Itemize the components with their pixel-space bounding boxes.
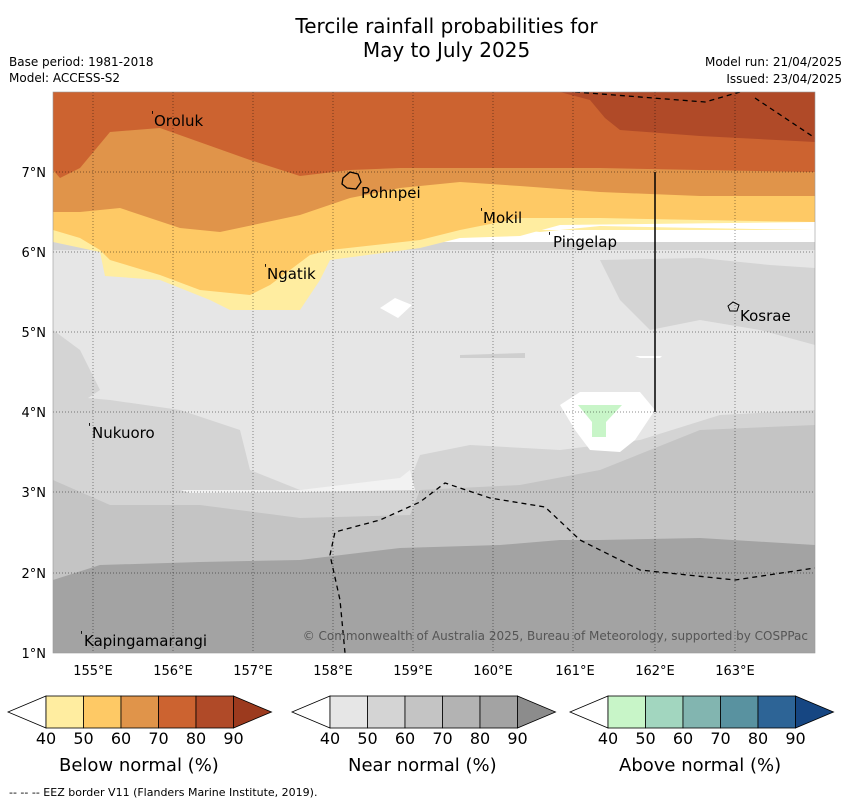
colorbar-below-high-arrow [233, 695, 273, 729]
lon-tick-161: 161°E [555, 664, 595, 679]
colorbar-above-tick-label: 70 [710, 729, 730, 748]
graticule [53, 92, 815, 653]
place-label-ngatik: Ngatik [267, 265, 316, 283]
eez-border [329, 92, 815, 653]
pohnpei-island-outline [341, 171, 362, 190]
lon-tick-155: 155°E [73, 664, 113, 679]
colorbar-title-near: Near normal (%) [348, 755, 497, 776]
colorbar-above-tick-label: 40 [598, 729, 618, 748]
title-line-1: Tercile rainfall probabilities for [295, 14, 598, 38]
place-label-kosrae: Kosrae [740, 307, 791, 325]
low-confidence-area [180, 470, 415, 493]
colorbar-near-tick-label: 60 [395, 729, 415, 748]
colorbar-below-tick-label: 50 [73, 729, 93, 748]
colorbar-near-tick-label: 50 [357, 729, 377, 748]
colorbar-above-low-arrow [568, 695, 609, 729]
colorbar-below-swatch [158, 695, 197, 729]
colorbar-near-swatch [367, 695, 406, 729]
place-label-pohnpei: Pohnpei [361, 184, 421, 202]
colorbar-near-tick-label: 70 [432, 729, 452, 748]
lon-tick-156: 156°E [153, 664, 193, 679]
lat-tick-1: 1°N [22, 647, 47, 662]
place-mark-kapingamarangi: ' [80, 629, 83, 642]
place-label-oroluk: Oroluk [154, 112, 203, 130]
colorbar-above-high-arrow [795, 695, 835, 729]
colorbar-above-swatch [607, 695, 646, 729]
model-run: Model run: 21/04/2025 [704, 55, 842, 69]
lat-tick-6: 6°N [22, 246, 47, 261]
place-mark-pingelap: ' [548, 230, 551, 243]
title-line-2: May to July 2025 [362, 38, 531, 62]
colorbar-above-swatch [720, 695, 759, 729]
colorbar-near-swatch [329, 695, 368, 729]
place-label-kapingamarangi: Kapingamarangi [84, 632, 207, 650]
near-normal-patch-east [600, 258, 815, 345]
colorbar-title-below: Below normal (%) [59, 755, 219, 776]
above-normal-40-50-region [578, 405, 622, 437]
equal-chances-patch [380, 298, 412, 318]
colorbar-near-tick-label: 80 [470, 729, 490, 748]
colorbar-near-low-arrow [290, 695, 331, 729]
colorbar-below-tick-label: 90 [223, 729, 243, 748]
lon-tick-158: 158°E [313, 664, 353, 679]
below-normal-80-90-region [560, 92, 815, 142]
colorbar-below-swatch [45, 695, 84, 729]
colorbar-above-swatch [682, 695, 721, 729]
map-frame [52, 91, 816, 654]
lon-tick-160: 160°E [473, 664, 513, 679]
colorbar-near-tick-label: 90 [507, 729, 527, 748]
colorbar-group: 40 50 60 70 80 90 40 50 60 70 80 90 40 50 60 70 80 90 [6, 695, 835, 748]
colorbar-above-swatch [645, 695, 684, 729]
lat-tick-3: 3°N [22, 486, 47, 501]
issued-date: Issued: 23/04/2025 [726, 72, 842, 86]
place-mark-ngatik: ' [264, 262, 267, 275]
lon-tick-159: 159°E [393, 664, 433, 679]
colorbar-above-tick-label: 80 [748, 729, 768, 748]
colorbar-near-swatch [479, 695, 518, 729]
lat-tick-2: 2°N [22, 567, 47, 582]
colorbar-above-tick-label: 90 [785, 729, 805, 748]
near-normal-patch-west [53, 330, 100, 420]
place-mark-nukuoro: ' [88, 421, 91, 434]
place-mark-oroluk: ' [151, 109, 154, 122]
colorbar-near-swatch [404, 695, 443, 729]
lat-tick-7: 7°N [22, 166, 47, 181]
near-normal-70-80-region [53, 538, 815, 653]
kosrae-island-outline [727, 301, 740, 312]
colorbar-below-swatch [195, 695, 234, 729]
place-label-mokil: Mokil [483, 209, 522, 227]
colorbar-below-tick-label: 70 [148, 729, 168, 748]
lon-tick-157: 157°E [233, 664, 273, 679]
base-period: Base period: 1981-2018 [9, 55, 154, 69]
colorbar-above-tick-label: 50 [635, 729, 655, 748]
colorbar-near-tick-label: 40 [320, 729, 340, 748]
colorbar-title-above: Above normal (%) [619, 755, 782, 776]
lat-tick-5: 5°N [22, 326, 47, 341]
colorbar-near-high-arrow [517, 695, 557, 729]
colorbar-near-swatch [442, 695, 481, 729]
colorbar-above-swatch [757, 695, 796, 729]
place-mark-mokil: ' [480, 206, 483, 219]
lon-tick-162: 162°E [635, 664, 675, 679]
colorbar-above-tick-label: 60 [673, 729, 693, 748]
near-normal-streak [460, 353, 525, 358]
lat-tick-4: 4°N [22, 406, 47, 421]
model-name: Model: ACCESS-S2 [9, 71, 121, 85]
copyright-note: © Commonwealth of Australia 2025, Bureau… [303, 629, 808, 643]
eez-footnote: -- -- -- EEZ border V11 (Flanders Marine… [9, 786, 318, 799]
colorbar-below-tick-label: 60 [111, 729, 131, 748]
place-label-nukuoro: Nukuoro [92, 424, 155, 442]
colorbar-below-tick-label: 80 [186, 729, 206, 748]
colorbar-below-low-arrow [6, 695, 47, 729]
colorbar-below-swatch [120, 695, 159, 729]
colorbar-below-tick-label: 40 [36, 729, 56, 748]
lon-tick-163: 163°E [715, 664, 755, 679]
place-label-pingelap: Pingelap [553, 233, 617, 251]
colorbar-below-swatch [83, 695, 122, 729]
